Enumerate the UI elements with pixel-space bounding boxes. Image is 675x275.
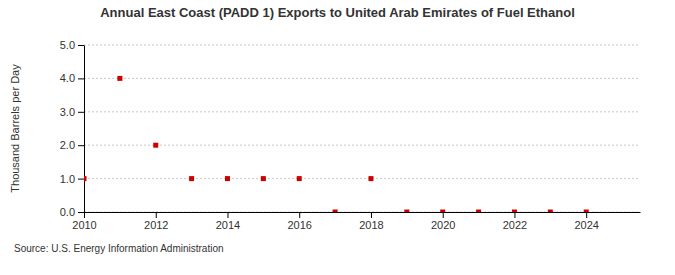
point	[440, 210, 445, 213]
point	[476, 210, 481, 213]
x-axis: 2010 2012 2014 2016 2018 2020 2022 2024	[72, 212, 640, 231]
y-tick-mark	[78, 112, 84, 113]
x-tick-mark	[443, 212, 444, 218]
y-axis-title: Thousand Barrels per Day	[9, 64, 21, 193]
grid	[84, 45, 640, 212]
x-tick: 2010	[72, 212, 96, 231]
y-tick-label: 1.0	[60, 173, 75, 185]
x-tick: 2016	[287, 212, 311, 231]
x-tick-mark	[84, 212, 85, 218]
grid-line	[84, 78, 640, 79]
x-tick-label: 2018	[359, 219, 383, 231]
points	[84, 76, 589, 212]
x-tick-label: 2012	[144, 219, 168, 231]
point	[404, 210, 409, 213]
y-tick-label: 4.0	[60, 72, 75, 84]
x-tick-mark	[299, 212, 300, 218]
y-tick: 3.0	[60, 106, 84, 118]
y-tick-mark	[78, 179, 84, 180]
y-tick-label: 3.0	[60, 106, 75, 118]
point	[225, 176, 230, 181]
y-tick-label: 5.0	[60, 39, 75, 51]
x-tick-label: 2016	[287, 219, 311, 231]
x-tick-label: 2010	[72, 219, 96, 231]
y-tick-mark	[78, 145, 84, 146]
point	[512, 210, 517, 213]
x-tick-mark	[156, 212, 157, 218]
point	[297, 176, 302, 181]
x-tick-mark	[371, 212, 372, 218]
point	[261, 176, 266, 181]
x-tick-mark	[514, 212, 515, 218]
y-axis: 0.0 1.0 2.0 3.0 4.0 5.0	[60, 39, 85, 218]
y-axis-line	[84, 46, 85, 213]
chart: 0.01.02.03.04.05.02010201220142016201820…	[0, 0, 675, 275]
point	[368, 176, 373, 181]
y-tick: 4.0	[60, 72, 84, 84]
point	[548, 210, 553, 213]
y-tick: 2.0	[60, 139, 84, 151]
x-tick: 2018	[359, 212, 383, 231]
grid-line	[84, 45, 640, 46]
x-tick: 2012	[144, 212, 168, 231]
grid-line	[84, 145, 640, 146]
x-axis-line	[85, 212, 641, 213]
y-tick-label: 0.0	[60, 206, 75, 218]
x-tick: 2020	[431, 212, 455, 231]
x-tick-label: 2020	[431, 219, 455, 231]
x-tick: 2014	[216, 212, 240, 231]
point	[84, 176, 87, 181]
point	[333, 210, 338, 213]
y-tick-mark	[78, 45, 84, 46]
y-tick-mark	[78, 78, 84, 79]
point	[117, 76, 122, 81]
x-tick-label: 2014	[216, 219, 240, 231]
x-tick-mark	[586, 212, 587, 218]
y-tick: 5.0	[60, 39, 84, 51]
title: Annual East Coast (PADD 1) Exports to Un…	[100, 5, 575, 20]
point	[584, 210, 589, 213]
x-tick: 2024	[574, 212, 598, 231]
y-tick-label: 2.0	[60, 139, 75, 151]
y-tick-mark	[78, 212, 84, 213]
x-tick: 2022	[503, 212, 527, 231]
grid-line	[84, 178, 640, 179]
source-note: Source: U.S. Energy Information Administ…	[14, 243, 224, 254]
y-tick: 1.0	[60, 173, 84, 185]
point	[189, 176, 194, 181]
y-tick: 0.0	[60, 206, 84, 218]
x-tick-label: 2024	[574, 219, 598, 231]
point	[153, 143, 158, 148]
grid-line	[84, 212, 640, 213]
x-tick-label: 2022	[503, 219, 527, 231]
grid-line	[84, 111, 640, 112]
x-tick-mark	[227, 212, 228, 218]
